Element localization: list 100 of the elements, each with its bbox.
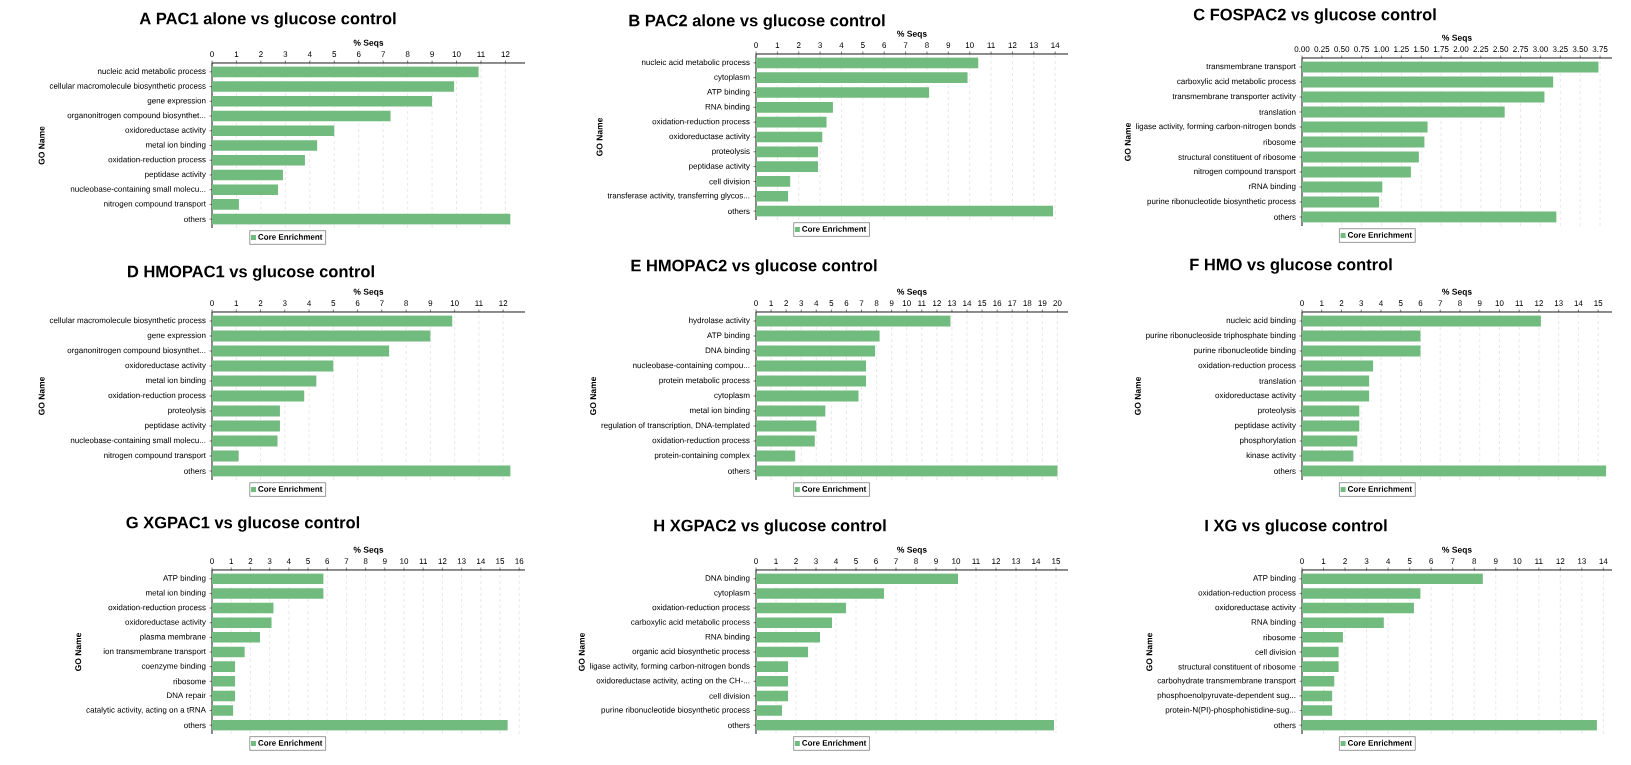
x-tick-label: 10 (965, 42, 974, 48)
x-tick-label: 8 (914, 558, 918, 564)
y-tick-label: ribosome (1263, 634, 1296, 641)
bar (212, 140, 318, 151)
bar (756, 116, 827, 128)
bar (212, 95, 433, 107)
y-tick-label: organonitrogen compound biosynthet... (67, 347, 206, 355)
bar (1302, 136, 1425, 148)
bar (1302, 151, 1419, 163)
x-tick-label: 18 (1023, 300, 1032, 306)
legend-label: Core Enrichment (1347, 739, 1412, 746)
y-tick-label: purine ribonucleotide biosynthetic process (1147, 198, 1296, 206)
bar (212, 602, 274, 614)
x-tick-label: 3 (799, 300, 804, 306)
y-tick-label: nucleic acid metabolic process (98, 68, 206, 76)
x-axis-title: % Seqs (1442, 288, 1472, 297)
x-tick-label: 2.25 (1473, 46, 1489, 52)
y-tick-label: nitrogen compound transport (104, 452, 206, 460)
y-tick-label: others (1274, 468, 1296, 474)
y-tick-label: structural constituent of ribosome (1178, 154, 1296, 160)
x-tick-label: 0 (1300, 558, 1304, 564)
x-tick-label: 1 (769, 300, 773, 306)
bar (1302, 330, 1421, 342)
bar (756, 435, 815, 447)
bar (212, 661, 236, 672)
x-axis-title: % Seqs (897, 288, 927, 297)
x-tick-label: 3 (814, 558, 818, 564)
y-tick-label: cytoplasm (714, 589, 750, 598)
bar (212, 719, 508, 731)
x-tick-label: 9 (946, 42, 951, 48)
x-tick-label: 2 (784, 300, 788, 306)
y-tick-label: oxidoreductase activity (1215, 392, 1296, 400)
bar (212, 573, 324, 585)
y-tick-label: carboxylic acid metabolic process (1177, 78, 1296, 86)
y-tick-label: peptidase activity (1235, 422, 1296, 430)
x-tick-label: 14 (1599, 558, 1608, 564)
bar (212, 646, 245, 658)
x-tick-label: 8 (925, 42, 929, 48)
chart-title: D HMOPAC1 vs glucose control (128, 265, 374, 281)
y-tick-label: ATP binding (1253, 575, 1296, 583)
bar (756, 420, 817, 432)
y-tick-label: protein-containing complex (654, 452, 750, 460)
y-tick-label: cellular macromolecule biosynthetic process (49, 317, 206, 325)
x-tick-label: 12 (992, 558, 1001, 564)
y-tick-label: ATP binding (707, 88, 750, 97)
bar (756, 102, 833, 113)
y-tick-label: ATP binding (163, 575, 206, 583)
x-axis-title: % Seqs (897, 30, 927, 39)
x-tick-label: 2.50 (1493, 46, 1509, 52)
bar (1302, 420, 1360, 432)
x-tick-label: 0 (754, 42, 758, 48)
x-tick-label: 6 (874, 558, 878, 564)
y-tick-label: peptidase activity (145, 422, 206, 430)
x-tick-label: 4 (833, 558, 838, 564)
legend-label: Core Enrichment (802, 485, 867, 492)
bar (1302, 211, 1557, 223)
x-tick-label: 3 (267, 558, 272, 564)
bar (1302, 435, 1358, 447)
bar (212, 690, 236, 702)
chart-title: H XGPAC2 vs glucose control (654, 519, 886, 535)
bar (212, 184, 279, 195)
x-tick-label: 5 (331, 300, 336, 306)
x-tick-label: 1.75 (1433, 46, 1449, 52)
x-tick-label: 13 (1029, 42, 1038, 48)
x-tick-label: 4 (307, 51, 312, 57)
x-tick-label: 8 (874, 300, 879, 306)
y-tick-label: ATP binding (707, 332, 750, 340)
x-tick-label: 3 (818, 42, 822, 48)
y-tick-label: others (728, 722, 750, 729)
bar (756, 315, 951, 327)
x-tick-label: 14 (963, 300, 972, 306)
x-tick-label: 7 (894, 558, 898, 564)
y-tick-label: nucleic acid binding (1226, 317, 1296, 325)
bar (756, 87, 930, 98)
x-tick-label: 7 (380, 300, 384, 306)
x-tick-label: 5 (1407, 558, 1412, 564)
bar (1302, 632, 1343, 643)
bar (756, 131, 823, 143)
x-tick-label: 7 (344, 558, 349, 564)
x-tick-label: 5 (306, 558, 310, 564)
y-tick-label: gene expression (147, 332, 206, 340)
x-tick-label: 9 (934, 558, 938, 564)
y-tick-label: structural constituent of ribosome (1178, 663, 1296, 670)
x-tick-label: 13 (1578, 558, 1586, 564)
x-tick-label: 14 (1032, 558, 1041, 564)
y-tick-label: organonitrogen compound biosynthet... (67, 112, 206, 120)
bar (212, 125, 335, 137)
y-tick-label: ligase activity, forming carbon-nitrogen bonds (1136, 123, 1296, 131)
bar (212, 169, 283, 181)
y-tick-label: RNA binding (705, 103, 750, 112)
x-tick-label: 9 (430, 51, 434, 57)
y-tick-label: nucleobase-containing compou... (633, 362, 750, 370)
y-tick-label: nitrogen compound transport (104, 200, 206, 209)
y-tick-label: translation (1259, 109, 1296, 115)
y-tick-label: carbohydrate transmembrane transport (1157, 677, 1296, 685)
bar (1302, 602, 1414, 614)
y-tick-label: ion transmembrane transport (103, 648, 206, 656)
y-axis-title: GO Name (1134, 376, 1141, 416)
x-tick-label: 7 (1438, 300, 1443, 306)
x-tick-label: 11 (1535, 558, 1543, 564)
